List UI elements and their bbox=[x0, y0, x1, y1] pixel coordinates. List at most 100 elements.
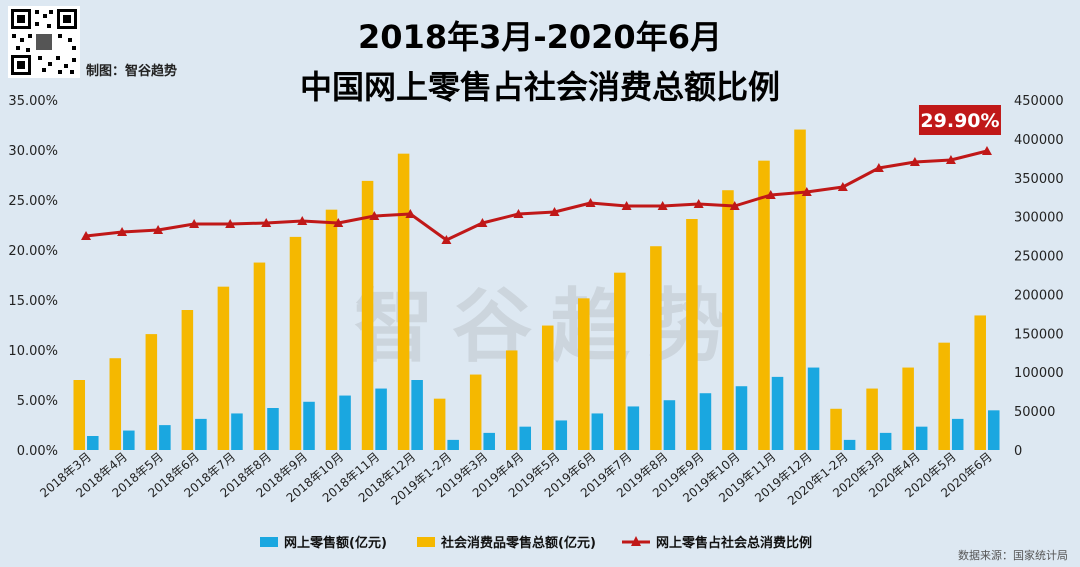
bar-online bbox=[519, 426, 532, 450]
bar-total bbox=[938, 342, 950, 450]
bar-total bbox=[361, 180, 374, 450]
callout-box bbox=[918, 105, 1001, 135]
bar-online bbox=[591, 413, 604, 450]
y-right-tick-label: 150000 bbox=[1014, 327, 1064, 342]
bar-online bbox=[159, 425, 171, 450]
y-right-tick-label: 250000 bbox=[1014, 250, 1064, 265]
ratio-marker bbox=[945, 155, 956, 164]
y-right-tick-label: 300000 bbox=[1014, 211, 1064, 226]
ratio-marker bbox=[909, 157, 920, 166]
ratio-marker bbox=[369, 211, 380, 220]
bar-total bbox=[397, 153, 410, 450]
bar-online bbox=[267, 408, 279, 450]
bar-online bbox=[987, 410, 1000, 450]
bar-online bbox=[195, 418, 207, 450]
ratio-marker bbox=[837, 182, 848, 191]
bar-total bbox=[469, 374, 482, 450]
ratio-marker bbox=[981, 146, 992, 155]
y-right-tick-label: 400000 bbox=[1014, 133, 1064, 148]
legend-label-ratio: 网上零售占社会总消费比例 bbox=[656, 535, 812, 551]
bar-total bbox=[578, 298, 590, 450]
ratio-marker bbox=[873, 163, 884, 172]
bar-online bbox=[879, 432, 892, 450]
bar-total bbox=[794, 129, 806, 451]
bar-total bbox=[325, 209, 338, 450]
ratio-marker bbox=[297, 216, 308, 225]
legend-label-online: 网上零售额(亿元) bbox=[284, 535, 387, 551]
bar-online bbox=[411, 380, 423, 450]
ratio-marker bbox=[441, 235, 452, 244]
bar-online bbox=[735, 386, 748, 450]
y-right-tick-label: 50000 bbox=[1014, 405, 1055, 420]
bar-online bbox=[483, 432, 495, 450]
bar-online bbox=[807, 367, 820, 450]
bar-total bbox=[650, 246, 662, 450]
qr-code bbox=[8, 6, 80, 78]
bar-online bbox=[555, 420, 568, 450]
y-left-tick-label: 0.00% bbox=[17, 444, 58, 459]
bar-total bbox=[73, 380, 86, 450]
bar-total bbox=[722, 190, 734, 450]
bar-online bbox=[627, 406, 640, 450]
bar-online bbox=[663, 400, 676, 450]
bar-total bbox=[902, 367, 914, 450]
ratio-marker bbox=[657, 201, 668, 210]
bar-online bbox=[447, 439, 459, 450]
bar-total bbox=[830, 408, 842, 450]
bar-total bbox=[686, 219, 698, 450]
bar-total bbox=[758, 160, 770, 450]
ratio-marker bbox=[117, 227, 128, 236]
bar-total bbox=[505, 350, 518, 450]
bar-total bbox=[181, 310, 194, 450]
bar-total bbox=[974, 315, 986, 450]
bar-total bbox=[217, 286, 230, 450]
callout-label: 29.90% bbox=[920, 110, 999, 132]
bar-total bbox=[253, 262, 266, 450]
y-left-tick-label: 10.00% bbox=[8, 344, 58, 359]
legend-swatch-online bbox=[260, 537, 278, 547]
ratio-marker bbox=[765, 190, 776, 199]
legend-swatch-total bbox=[417, 537, 435, 547]
bar-total bbox=[433, 398, 446, 450]
bar-online bbox=[915, 426, 928, 450]
chart-title-line1: 2018年3月-2020年6月 bbox=[358, 18, 722, 56]
ratio-marker bbox=[189, 219, 200, 228]
chart-credit: 制图：智谷趋势 bbox=[86, 64, 178, 79]
ratio-marker bbox=[549, 207, 560, 216]
y-left-tick-label: 15.00% bbox=[8, 294, 58, 309]
ratio-marker bbox=[585, 198, 596, 207]
y-right-tick-label: 100000 bbox=[1014, 366, 1064, 381]
y-right-tick-label: 200000 bbox=[1014, 288, 1064, 303]
y-left-tick-label: 25.00% bbox=[8, 194, 58, 209]
y-left-tick-label: 20.00% bbox=[8, 244, 58, 259]
y-left-tick-label: 35.00% bbox=[8, 94, 58, 109]
legend-swatch-ratio-marker bbox=[631, 536, 641, 546]
bar-online bbox=[339, 395, 351, 450]
bar-online bbox=[699, 393, 712, 450]
bar-online bbox=[843, 439, 856, 450]
y-right-tick-label: 0 bbox=[1014, 444, 1022, 459]
bar-online bbox=[123, 430, 135, 450]
bar-total bbox=[614, 272, 626, 450]
ratio-marker bbox=[621, 201, 632, 210]
chart-title-line2: 中国网上零售占社会消费总额比例 bbox=[299, 68, 780, 106]
watermark: 智谷趋势 bbox=[330, 262, 770, 378]
y-right-tick-label: 450000 bbox=[1014, 94, 1064, 109]
ratio-marker bbox=[513, 209, 524, 218]
ratio-marker bbox=[801, 187, 812, 196]
bar-total bbox=[541, 325, 554, 450]
bar-online bbox=[303, 401, 315, 450]
bar-total bbox=[145, 334, 158, 450]
y-right-tick-label: 350000 bbox=[1014, 172, 1064, 187]
bar-total bbox=[866, 388, 878, 450]
ratio-marker bbox=[729, 201, 740, 210]
ratio-marker bbox=[261, 218, 272, 227]
ratio-marker bbox=[333, 218, 344, 227]
bar-online bbox=[87, 436, 99, 450]
ratio-marker bbox=[693, 199, 704, 208]
y-left-tick-label: 30.00% bbox=[8, 144, 58, 159]
ratio-marker bbox=[477, 218, 488, 227]
y-left-tick-label: 5.00% bbox=[17, 394, 58, 409]
data-source: 数据来源：国家统计局 bbox=[958, 549, 1068, 562]
